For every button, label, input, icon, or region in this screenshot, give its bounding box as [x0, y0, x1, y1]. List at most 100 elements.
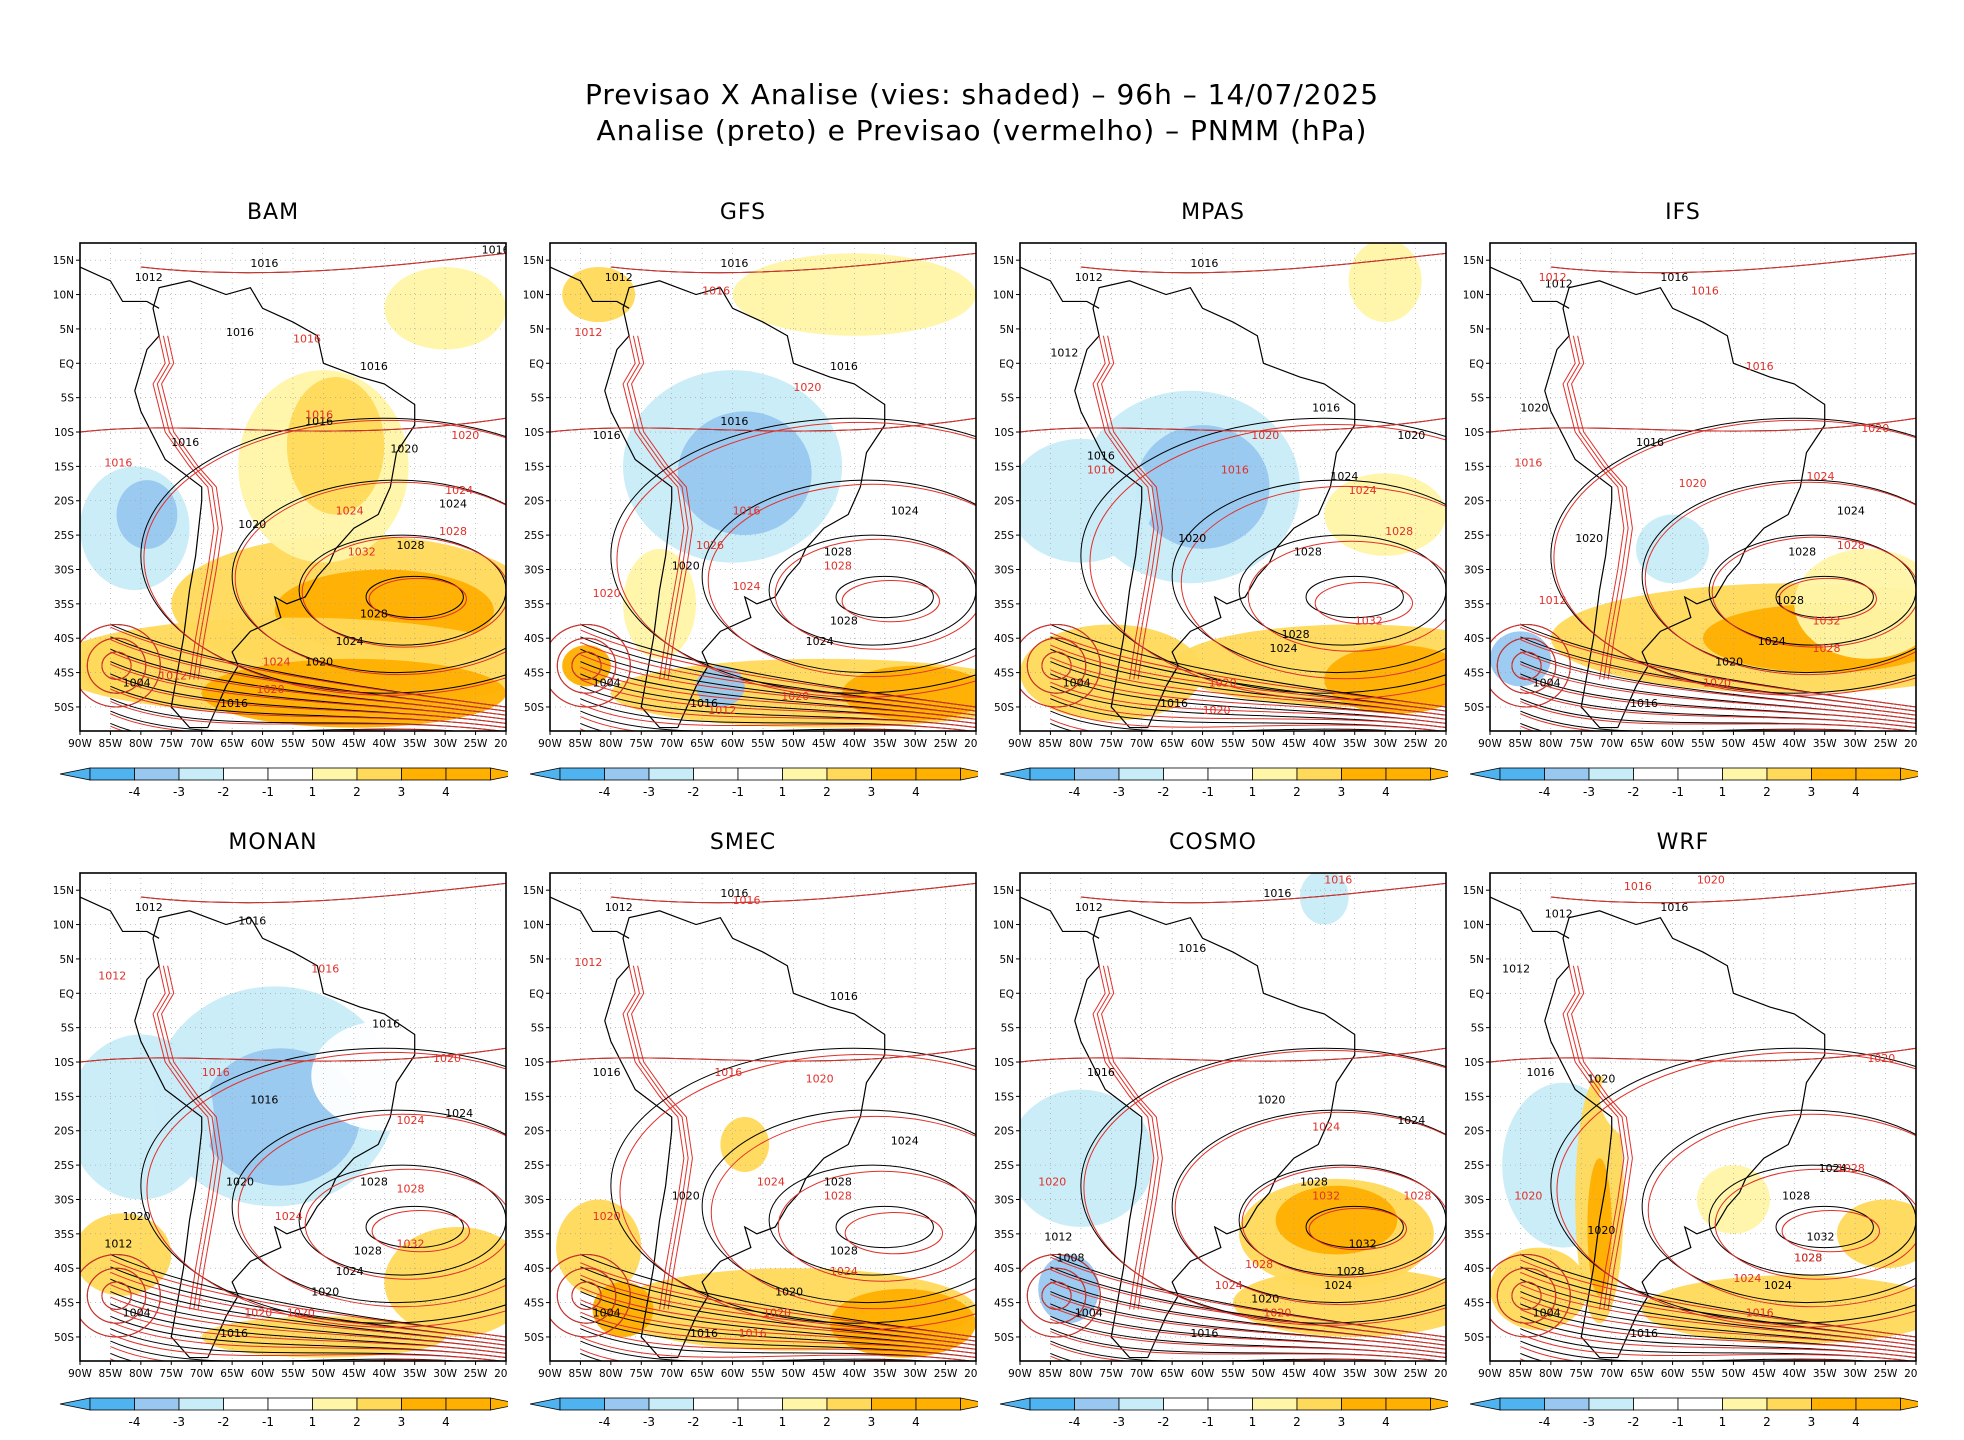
- lon-tick-label: 85W: [99, 1368, 123, 1380]
- lon-tick-label: 55W: [1691, 738, 1715, 750]
- colorbar-tick-label: -4: [599, 785, 611, 799]
- lon-tick-label: 80W: [129, 1368, 153, 1380]
- analysis-isobar-label: 1016: [250, 1093, 278, 1106]
- lon-tick-label: 80W: [599, 738, 623, 750]
- bias-shading-area: [1642, 1275, 1916, 1344]
- bias-shading-area: [1153, 993, 1276, 1104]
- lat-tick-label: 20S: [524, 496, 544, 508]
- forecast-isobar-label: 1016: [1221, 463, 1249, 476]
- lon-tick-label: 30W: [433, 1368, 457, 1380]
- lon-tick-label: 65W: [220, 738, 244, 750]
- analysis-isobar-label: 1024: [1270, 642, 1298, 655]
- lat-tick-label: 10S: [524, 1057, 544, 1069]
- lat-tick-label: 10N: [993, 920, 1014, 932]
- forecast-isobar-label: 1016: [1624, 880, 1652, 893]
- analysis-isobar-label: 1016: [360, 360, 388, 373]
- lon-tick-label: 60W: [1191, 738, 1215, 750]
- lon-tick-label: 80W: [599, 1368, 623, 1380]
- forecast-isobar-label: 1020: [1263, 1306, 1291, 1319]
- colorbar-tick-label: 1: [779, 785, 787, 799]
- lat-tick-label: 5N: [1469, 954, 1484, 966]
- colorbar-tick-label: 3: [1338, 785, 1346, 799]
- forecast-isobar-label: 1024: [757, 1176, 785, 1189]
- colorbar-tick-label: 1: [779, 1415, 787, 1429]
- lat-tick-label: 35S: [994, 599, 1014, 611]
- forecast-isobar-label: 1026: [696, 539, 724, 552]
- colorbar: -4 -3 -2 -1 1 2 3 4: [59, 1397, 508, 1429]
- forecast-contours: [550, 882, 976, 1361]
- lon-tick-label: 75W: [629, 738, 653, 750]
- lat-tick-label: 5N: [529, 324, 544, 336]
- panel-title: IFS: [1665, 200, 1701, 225]
- forecast-isobar-label: 1020: [593, 1210, 621, 1223]
- bias-shading-area: [592, 1281, 654, 1337]
- lat-tick-label: 15S: [1464, 461, 1484, 473]
- lat-tick-label: 20S: [54, 496, 74, 508]
- forecast-isobar-label: 1016: [733, 894, 761, 907]
- forecast-isobar-label: 1020: [1203, 704, 1231, 717]
- lon-tick-label: 35W: [1343, 1368, 1367, 1380]
- forecast-isobar-label: 1020: [433, 1052, 461, 1065]
- lat-tick-label: 15N: [1463, 885, 1484, 897]
- analysis-isobar-label: 1016: [1160, 697, 1188, 710]
- forecast-isobar-label: 1020: [793, 381, 821, 394]
- lon-tick-label: 35W: [1813, 738, 1837, 750]
- lat-tick-label: 10S: [1464, 427, 1484, 439]
- lat-tick-label: 10N: [1463, 290, 1484, 302]
- colorbar-tick-label: -4: [129, 1415, 141, 1429]
- analysis-isobar-label: 1020: [672, 1189, 700, 1202]
- analysis-isobar-label: 1032: [1349, 1238, 1377, 1251]
- lon-tick-label: 85W: [99, 738, 123, 750]
- lon-tick-label: 50W: [1252, 738, 1276, 750]
- lon-tick-label: 85W: [1509, 738, 1533, 750]
- lat-tick-label: 40S: [524, 1263, 544, 1275]
- colorbar-tick-label: -3: [1113, 785, 1125, 799]
- analysis-isobar-label: 1016: [220, 697, 248, 710]
- lon-tick-label: 30W: [1843, 1368, 1867, 1380]
- lon-tick-label: 80W: [1069, 738, 1093, 750]
- analysis-isobar-label: 1024: [1330, 470, 1358, 483]
- lat-tick-label: 15S: [54, 1091, 74, 1103]
- analysis-isobar-label: 1016: [1087, 450, 1115, 463]
- colorbar-tick-label: -4: [1069, 785, 1081, 799]
- analysis-isobar-label: 1004: [123, 676, 151, 689]
- analysis-isobar-label: 1020: [775, 1286, 803, 1299]
- panel-title: MONAN: [228, 830, 318, 855]
- forecast-contours: [80, 252, 506, 731]
- analysis-isobar-label: 1028: [360, 1176, 388, 1189]
- lon-tick-label: 90W: [1478, 738, 1502, 750]
- map-plot: 1012101610161016102010241028103210281024…: [993, 872, 1448, 1429]
- forecast-contours: [1490, 882, 1916, 1361]
- colorbar-tick-label: -4: [599, 1415, 611, 1429]
- forecast-isobar-label: 1016: [714, 1066, 742, 1079]
- lon-tick-label: 60W: [251, 1368, 275, 1380]
- lat-tick-label: 15N: [1463, 255, 1484, 267]
- analysis-isobar-label: 1028: [830, 1244, 858, 1257]
- panel-title: COSMO: [1169, 830, 1257, 855]
- analysis-isobar-label: 1028: [354, 1244, 382, 1257]
- lon-tick-label: 60W: [1661, 1368, 1685, 1380]
- lon-tick-label: 20W: [1904, 738, 1918, 750]
- lon-tick-label: 30W: [433, 738, 457, 750]
- panel-cosmo: COSMO 1012 1016 1016 1016 1020 1024 1028 1032 102…: [978, 830, 1448, 1440]
- bias-shading-area: [286, 377, 385, 515]
- lat-tick-label: 20S: [524, 1126, 544, 1138]
- colorbar-tick-label: -2: [218, 785, 230, 799]
- lat-tick-label: 50S: [54, 1332, 74, 1344]
- forecast-contours: [1020, 252, 1446, 731]
- analysis-isobar-label: 1016: [1660, 901, 1688, 914]
- analysis-isobar-label: 1012: [135, 271, 163, 284]
- coastline: [604, 910, 886, 1359]
- analysis-isobar-label: 1016: [1636, 436, 1664, 449]
- forecast-isobar-label: 1020: [1697, 873, 1725, 886]
- bias-shading-area: [1275, 1185, 1398, 1255]
- analysis-isobar-label: 1020: [238, 518, 266, 531]
- lon-tick-label: 40W: [372, 1368, 396, 1380]
- analysis-isobar-label: 1012: [135, 901, 163, 914]
- analysis-isobar-label: 1012: [1075, 901, 1103, 914]
- colorbar-tick-label: -4: [1539, 1415, 1551, 1429]
- lat-tick-label: 50S: [1464, 1332, 1484, 1344]
- forecast-isobar-label: 1020: [451, 429, 479, 442]
- lon-tick-label: 80W: [1069, 1368, 1093, 1380]
- analysis-isobar-label: 1016: [1178, 942, 1206, 955]
